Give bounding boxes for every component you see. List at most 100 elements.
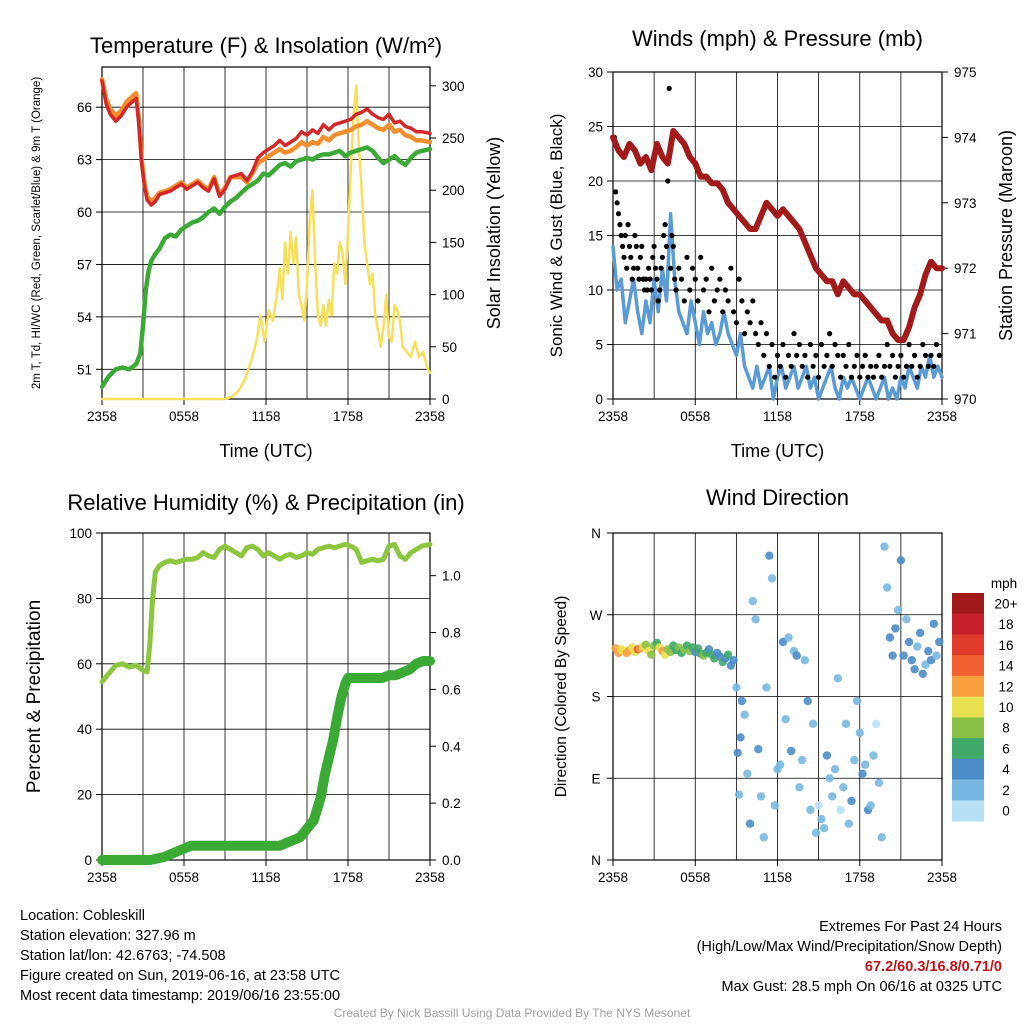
y2-axis-label: Station Pressure (Maroon) — [996, 130, 1016, 341]
direction-point — [839, 783, 848, 792]
colorbar-swatch — [952, 696, 984, 718]
direction-point — [806, 805, 815, 815]
gust-point — [870, 374, 877, 380]
chart-title: Winds (mph) & Pressure (mb) — [632, 26, 923, 51]
gust-point — [843, 363, 849, 369]
y-tick-label: N — [591, 853, 601, 868]
gust-point — [936, 352, 942, 358]
gust-point — [636, 276, 642, 282]
direction-point — [907, 656, 916, 665]
direction-point — [891, 624, 900, 633]
y2-tick-label: 972 — [954, 261, 977, 276]
direction-point — [866, 801, 875, 810]
x-tick-label: 2358 — [415, 870, 445, 885]
x-tick-label: 1758 — [333, 409, 363, 424]
y2-tick-label: 250 — [442, 131, 465, 146]
gust-point — [659, 254, 666, 260]
colorbar-swatch — [952, 613, 984, 635]
colorbar-swatch — [952, 634, 984, 656]
x-tick-label: 1758 — [845, 409, 875, 424]
x-tick-label: 1758 — [845, 870, 875, 885]
gust-point — [903, 363, 910, 369]
colorbar-label: 8 — [1002, 721, 1010, 736]
gust-point — [668, 265, 674, 271]
gust-point — [846, 341, 852, 348]
gust-point — [639, 243, 645, 249]
y-tick-label: 80 — [77, 591, 92, 606]
y-tick-label: E — [591, 771, 600, 786]
y-tick-label: 20 — [588, 174, 603, 189]
y2-tick-label: 0.4 — [442, 739, 461, 754]
y-axis-label: Sonic Wind & Gust (Blue, Black) — [547, 114, 566, 358]
y2-tick-label: 0.8 — [442, 626, 461, 641]
y2-tick-label: 1.0 — [442, 569, 461, 584]
y-tick-label: 54 — [77, 310, 93, 325]
extremes-heading: Extremes For Past 24 Hours — [819, 919, 1002, 935]
gust-point — [714, 287, 720, 293]
y2-tick-label: 50 — [442, 340, 457, 355]
direction-point — [913, 642, 922, 651]
gust-point — [655, 298, 661, 304]
y2-tick-label: 973 — [954, 196, 977, 211]
direction-point — [850, 755, 859, 765]
gust-point — [613, 189, 619, 195]
recent-timestamp: Most recent data timestamp: 2019/06/16 2… — [20, 988, 341, 1004]
direction-point — [883, 583, 892, 592]
direction-point — [767, 574, 777, 583]
temperature-line — [100, 79, 432, 207]
direction-point — [745, 819, 755, 828]
y-tick-label: 0 — [84, 853, 92, 868]
gust-point — [654, 276, 660, 282]
direction-point — [872, 719, 881, 728]
direction-point — [841, 719, 851, 728]
gust-point — [901, 374, 907, 380]
gust-point — [615, 211, 622, 217]
colorbar-label: 14 — [998, 659, 1014, 674]
direction-point — [808, 719, 818, 728]
gust-point — [791, 331, 797, 337]
gust-point — [658, 265, 664, 271]
y-tick-label: 25 — [588, 120, 603, 135]
direction-point — [858, 769, 867, 778]
gust-point — [802, 352, 808, 358]
x-tick-label: 1758 — [333, 870, 363, 885]
gust-point — [884, 341, 890, 348]
y-tick-label: 15 — [588, 229, 603, 244]
gust-point — [892, 374, 899, 380]
direction-point — [822, 751, 832, 760]
gust-point — [862, 352, 868, 358]
direction-point — [732, 683, 741, 692]
direction-point — [743, 769, 752, 778]
y2-tick-label: 970 — [954, 392, 977, 407]
y-tick-label: 60 — [77, 657, 92, 672]
y-axis-label: Direction (Colored By Speed) — [553, 596, 570, 798]
precipitation-line — [97, 656, 435, 865]
gust-point — [662, 222, 668, 228]
y-tick-label: N — [591, 526, 601, 541]
gust-point — [766, 363, 772, 369]
direction-point — [776, 760, 785, 769]
direction-point — [825, 774, 834, 783]
gust-point — [933, 341, 940, 348]
y2-tick-label: 200 — [442, 183, 465, 198]
direction-point — [861, 760, 870, 769]
direction-point — [852, 696, 862, 706]
colorbar-label: 0 — [1002, 804, 1010, 819]
y2-tick-label: 150 — [442, 235, 465, 250]
station-elevation: Station elevation: 327.96 m — [20, 928, 196, 944]
gust-point — [676, 265, 682, 271]
direction-point — [899, 651, 908, 660]
extremes-info: Extremes For Past 24 Hours (High/Low/Max… — [697, 917, 1002, 997]
x-axis-label: Time (UTC) — [731, 441, 824, 461]
x-tick-label: 2358 — [927, 870, 957, 885]
gust-point — [698, 254, 704, 260]
gust-point — [684, 254, 690, 260]
gust-point — [689, 265, 696, 271]
gust-point — [807, 341, 814, 348]
gust-point — [703, 276, 709, 282]
y-tick-label: 40 — [77, 722, 92, 737]
gust-point — [835, 352, 841, 358]
gust-point — [805, 374, 811, 380]
direction-point — [795, 783, 804, 792]
